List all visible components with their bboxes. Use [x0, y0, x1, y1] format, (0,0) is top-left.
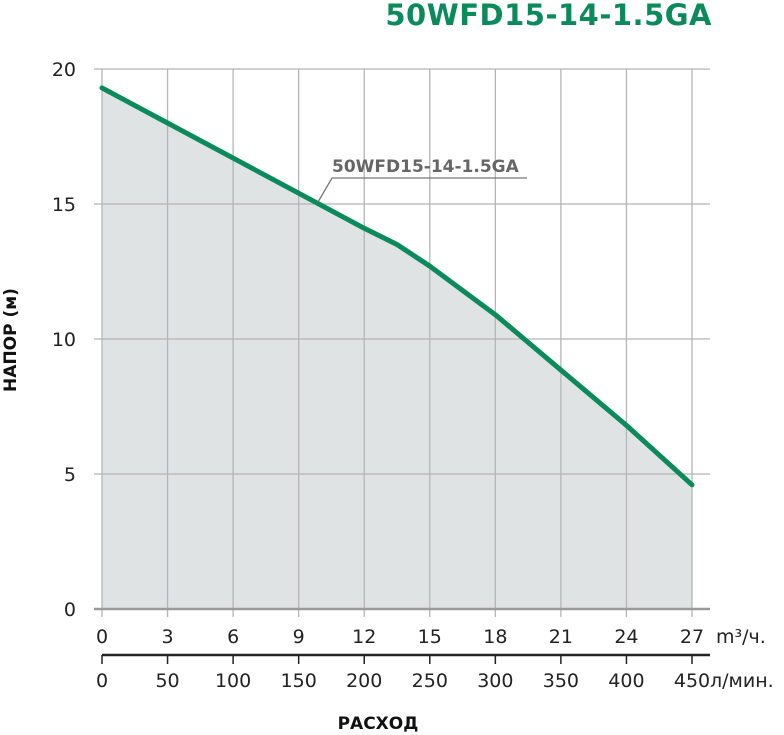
x-unit-label: m³/ч.: [716, 626, 766, 648]
area-fill: [102, 87, 692, 609]
y-tick-label: 20: [52, 59, 76, 81]
series-line: [99, 85, 695, 488]
x-tick-label: 15: [418, 626, 442, 648]
y-tick-label: 10: [52, 329, 76, 351]
x-tick-label: 12: [352, 626, 376, 648]
x2-tick-label: 150: [281, 670, 317, 692]
annotation-leader: [317, 177, 527, 203]
x2-tick-label: 100: [215, 670, 251, 692]
x2-tick-label: 300: [477, 670, 513, 692]
x2-tick-label: 0: [96, 670, 108, 692]
y-tick-label: 15: [52, 194, 76, 216]
x-tick-label: 9: [293, 626, 305, 648]
y-tick-label: 5: [64, 464, 76, 486]
x-tick-label: 6: [227, 626, 239, 648]
x2-tick-label: 50: [155, 670, 179, 692]
x-tick-label: 0: [96, 626, 108, 648]
x-tick-label: 27: [680, 626, 704, 648]
chart-title: 50WFD15-14-1.5GA: [385, 0, 712, 32]
annotation-label: 50WFD15-14-1.5GA: [332, 157, 520, 177]
x2-tick-label: 200: [346, 670, 382, 692]
y-axis-title: НАПОР (м): [1, 288, 21, 392]
x-tick-label: 3: [162, 626, 174, 648]
x-tick-label: 24: [614, 626, 638, 648]
x2-tick-label: 250: [412, 670, 448, 692]
x2-tick-label: 400: [608, 670, 644, 692]
x2-tick-label: 350: [543, 670, 579, 692]
x2-tick-label: 450: [674, 670, 710, 692]
x-axis-title: РАСХОД: [338, 714, 419, 734]
y-tick-label: 0: [64, 599, 76, 621]
x-tick-label: 18: [483, 626, 507, 648]
x2-unit-label: л/мин.: [710, 670, 774, 692]
x-tick-label: 21: [549, 626, 573, 648]
